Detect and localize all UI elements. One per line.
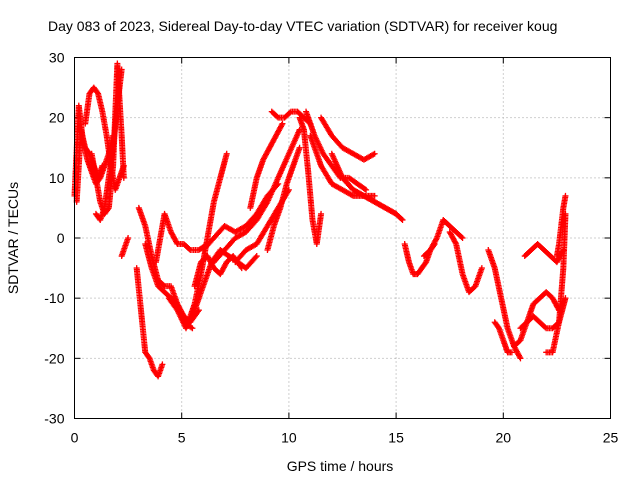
track-marker: [370, 151, 377, 158]
series-arc17: [247, 120, 286, 211]
track-marker: [252, 254, 259, 261]
series-arc13: [191, 253, 245, 290]
data-point: [118, 66, 125, 73]
track-marker: [286, 109, 293, 116]
y-tick-label: -20: [44, 350, 64, 366]
data-point: [318, 210, 325, 217]
grid: [74, 57, 611, 419]
series-arc7: [133, 265, 166, 380]
series-arc34: [543, 210, 569, 356]
series-arc25: [339, 174, 406, 223]
series-arc5: [92, 66, 125, 223]
data-point: [189, 325, 196, 332]
data-point: [296, 144, 303, 151]
data-point: [238, 265, 245, 272]
data-point: [508, 349, 515, 356]
data-point: [371, 150, 378, 157]
y-tick-label: 0: [57, 230, 65, 246]
series-arc27: [420, 216, 466, 260]
data-points: [71, 60, 569, 380]
track-marker: [516, 353, 523, 360]
track-marker: [278, 122, 285, 129]
y-tick-labels: -30 -20 -10 0 10 20 30: [44, 50, 64, 427]
series-arc33: [521, 241, 567, 266]
track-marker: [186, 246, 193, 253]
series-arc35: [553, 192, 569, 260]
data-point: [279, 120, 286, 127]
plot-frame: [74, 57, 611, 419]
track-marker: [452, 239, 459, 246]
track-marker: [237, 263, 244, 270]
track-marker: [160, 282, 167, 289]
x-tick-label: 10: [281, 430, 297, 446]
data-point: [159, 361, 166, 368]
series-arc18: [264, 144, 303, 254]
track-marker: [458, 233, 465, 240]
x-tick-label: 0: [71, 430, 79, 446]
x-tick-label: 25: [603, 430, 619, 446]
chart-title: Day 083 of 2023, Sidereal Day-to-day VTE…: [48, 18, 557, 34]
x-axis-label: GPS time / hours: [287, 458, 394, 474]
data-point: [459, 235, 466, 241]
y-tick-label: 30: [49, 50, 65, 66]
series-arc30: [491, 319, 515, 356]
series-arc3: [82, 84, 127, 193]
y-tick-label: -30: [44, 411, 64, 427]
series-arc21: [303, 108, 370, 193]
y-tick-label: -10: [44, 290, 64, 306]
series-arc23: [318, 114, 378, 163]
series-arc28: [446, 228, 485, 296]
track-marker: [433, 236, 440, 243]
series-arc29: [485, 247, 524, 362]
y-tick-label: 20: [49, 110, 65, 126]
data-point: [99, 162, 106, 169]
data-point: [562, 192, 569, 199]
data-point: [120, 174, 127, 181]
series-arc10: [152, 210, 211, 266]
series-arc11: [165, 247, 260, 332]
track-marker: [542, 324, 549, 331]
y-tick-label: 10: [49, 170, 65, 186]
y-axis-label: SDTVAR / TECUs: [5, 182, 21, 294]
series-arc6: [118, 235, 132, 260]
data-point: [125, 235, 132, 241]
data-point: [253, 253, 260, 260]
track-marker: [398, 215, 405, 222]
series-arc15: [210, 126, 303, 266]
series-arc20: [296, 114, 325, 248]
data-point: [363, 186, 370, 193]
track-marker: [94, 89, 101, 96]
data-point: [371, 192, 378, 199]
data-point: [478, 265, 485, 272]
x-tick-label: 5: [178, 430, 186, 446]
track-marker: [348, 192, 355, 199]
data-point: [399, 216, 406, 223]
data-point: [517, 355, 524, 362]
x-tick-label: 15: [388, 430, 404, 446]
track-marker: [361, 186, 368, 193]
x-tick-label: 20: [496, 430, 512, 446]
x-tick-labels: 0 5 10 15 20 25: [71, 430, 619, 446]
track-marker: [274, 113, 281, 120]
data-point: [223, 150, 230, 157]
